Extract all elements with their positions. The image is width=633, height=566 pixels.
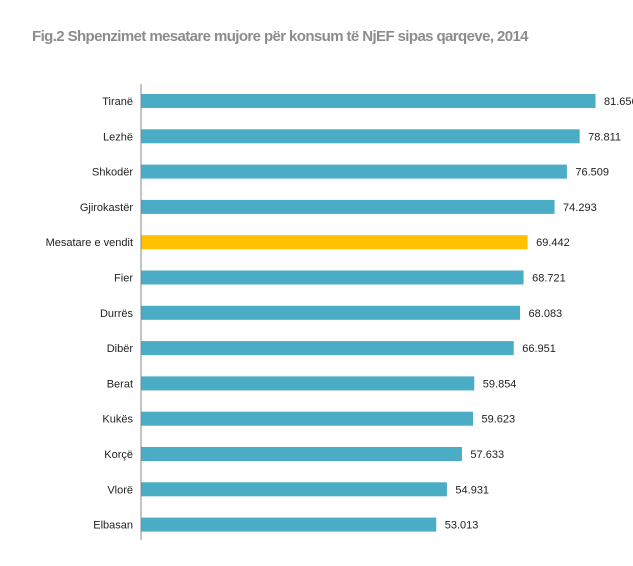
value-label-shkoder: 76.509	[575, 167, 609, 179]
value-label-fier: 68.721	[532, 273, 566, 285]
category-label-berat: Berat	[107, 378, 133, 390]
category-label-diber: Dibër	[107, 343, 134, 355]
bar-shkoder	[141, 164, 567, 179]
bar-korce	[141, 447, 462, 461]
value-label-gjirokaster: 74.293	[563, 202, 597, 214]
bar-diber	[141, 341, 514, 356]
value-label-korce: 57.633	[470, 449, 504, 461]
value-label-vlore: 54.931	[455, 484, 489, 496]
category-label-mesatare-e-vendit: Mesatare e vendit	[46, 237, 133, 249]
value-label-tirane: 81.656	[604, 96, 633, 108]
value-label-diber: 66.951	[522, 343, 556, 355]
bar-fier	[141, 270, 524, 285]
value-label-mesatare-e-vendit: 69.442	[536, 237, 570, 249]
value-label-elbasan: 53.013	[445, 520, 479, 532]
category-label-elbasan: Elbasan	[93, 520, 133, 532]
bar-lezhe	[141, 129, 580, 144]
category-label-fier: Fier	[114, 273, 133, 285]
bar-gjirokaster	[141, 199, 555, 214]
chart-title: Fig.2 Shpenzimet mesatare mujore për kon…	[32, 28, 529, 45]
category-label-tirane: Tiranë	[102, 96, 133, 108]
category-label-shkoder: Shkodër	[92, 167, 133, 179]
category-label-korce: Korçë	[104, 449, 133, 461]
value-label-berat: 59.854	[483, 378, 517, 390]
bar-mesatare-e-vendit	[141, 235, 528, 250]
bar-kukes	[141, 411, 473, 426]
bar-elbasan	[141, 517, 437, 532]
category-label-gjirokaster: Gjirokastër	[80, 202, 134, 214]
value-label-kukes: 59.623	[481, 414, 515, 426]
bar-berat	[141, 376, 475, 391]
category-label-durres: Durrës	[100, 308, 134, 320]
value-label-durres: 68.083	[529, 308, 563, 320]
bar-tirane	[141, 94, 596, 108]
category-label-lezhe: Lezhë	[103, 131, 133, 143]
bar-vlore	[141, 482, 447, 497]
category-label-vlore: Vlorë	[107, 484, 133, 496]
value-label-lezhe: 78.811	[588, 131, 621, 143]
bar-durres	[141, 305, 521, 320]
category-label-kukes: Kukës	[102, 414, 133, 426]
